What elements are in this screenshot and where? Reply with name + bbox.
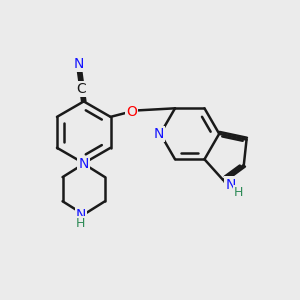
Text: C: C — [76, 82, 86, 96]
Text: N: N — [74, 57, 84, 71]
Text: N: N — [154, 127, 164, 141]
Text: O: O — [126, 105, 137, 118]
Text: N: N — [225, 178, 236, 191]
Text: H: H — [76, 218, 86, 230]
Text: N: N — [79, 157, 89, 171]
Text: N: N — [76, 208, 86, 221]
Text: H: H — [234, 186, 243, 199]
